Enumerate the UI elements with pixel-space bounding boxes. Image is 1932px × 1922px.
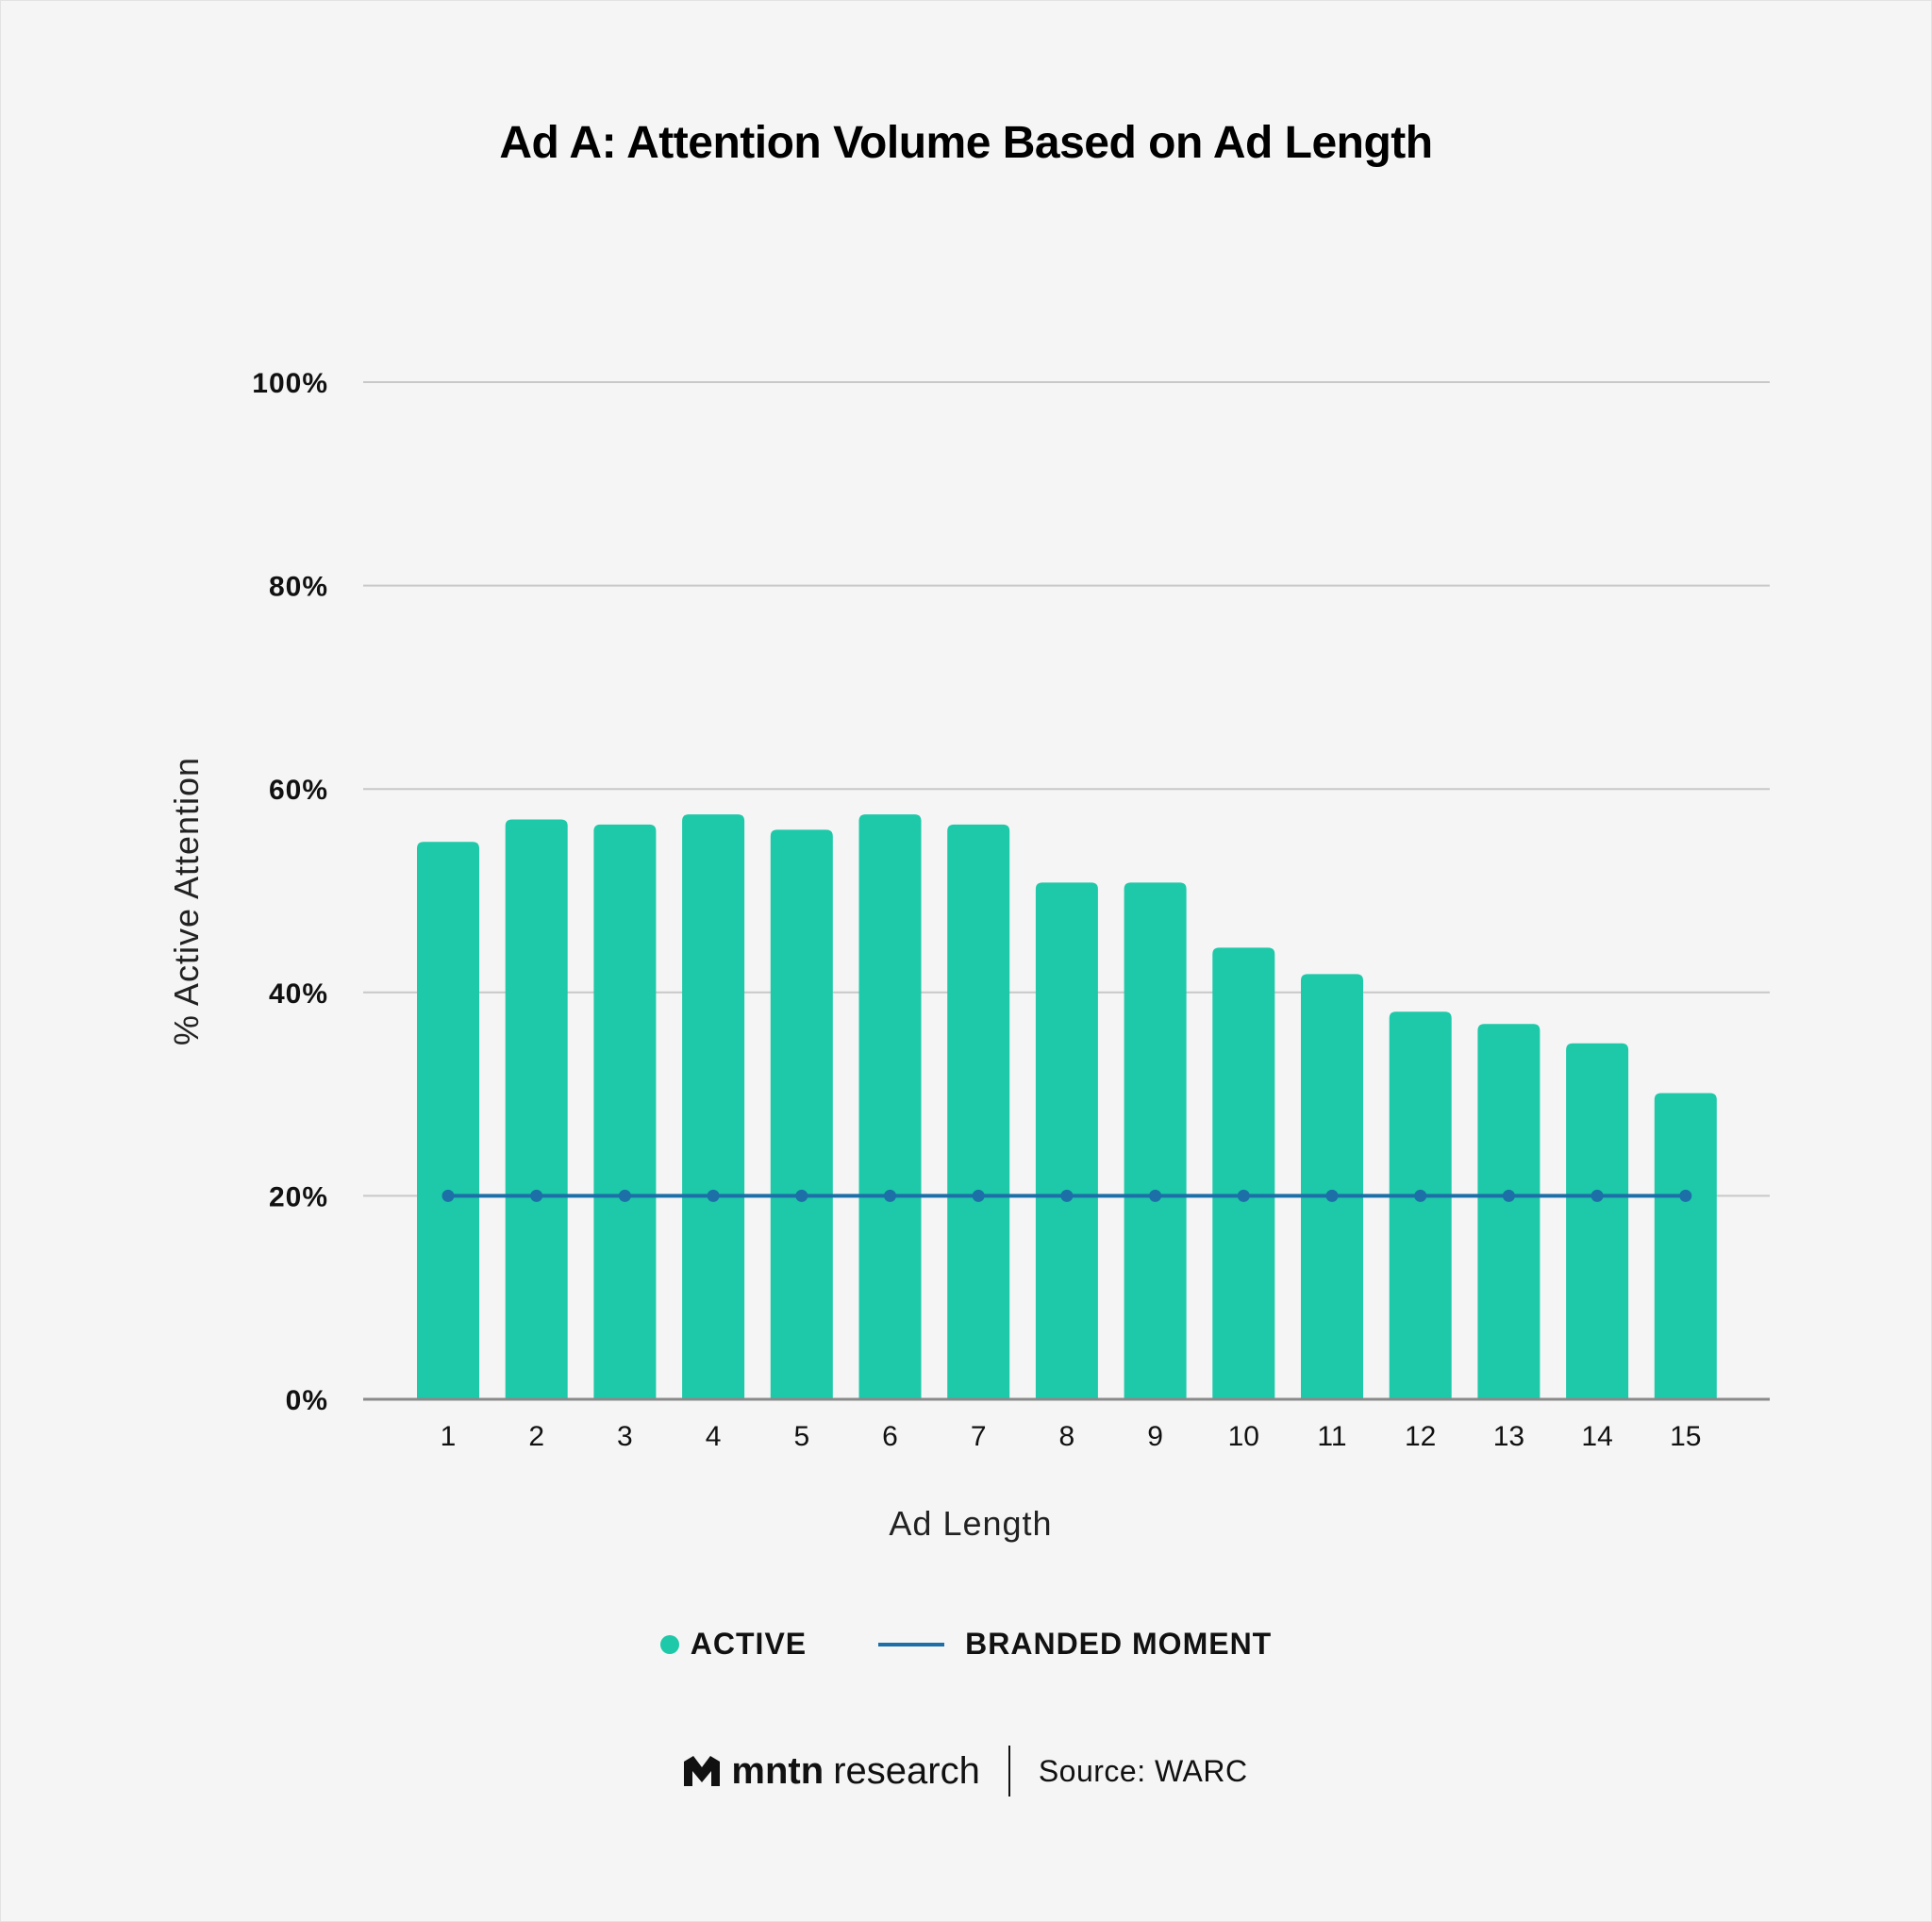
point-branded-moment (972, 1189, 985, 1202)
bar-active (1566, 1043, 1629, 1399)
bar-active (1301, 974, 1363, 1399)
x-tick-label: 6 (882, 1421, 898, 1452)
x-tick-label: 10 (1228, 1421, 1259, 1452)
legend-line-icon (878, 1642, 945, 1646)
legend-item-active: ACTIVE (659, 1627, 808, 1662)
x-tick-label: 4 (706, 1421, 722, 1452)
chart-title: Ad A: Attention Volume Based on Ad Lengt… (499, 118, 1433, 168)
bar-active (417, 842, 479, 1399)
bar-active (1389, 1011, 1452, 1399)
bar-active (1124, 882, 1187, 1399)
x-tick-label: 5 (793, 1421, 809, 1452)
x-tick-label: 14 (1581, 1421, 1612, 1452)
y-tick-label: 80% (269, 572, 328, 603)
bar-active (1654, 1093, 1717, 1399)
point-branded-moment (1591, 1189, 1604, 1202)
bar-active (1035, 882, 1098, 1399)
x-tick-label: 3 (617, 1421, 633, 1452)
point-branded-moment (441, 1189, 455, 1202)
x-tick-label: 9 (1147, 1421, 1163, 1452)
point-branded-moment (1502, 1189, 1515, 1202)
y-tick-label: 100% (252, 368, 328, 399)
x-tick-label: 8 (1059, 1421, 1075, 1452)
footer: mntn research Source: WARC (0, 1746, 1932, 1797)
point-branded-moment (795, 1189, 808, 1202)
x-tick-label: 1 (441, 1421, 457, 1452)
bar-active (593, 824, 657, 1399)
point-branded-moment (707, 1189, 720, 1202)
y-tick-label: 0% (286, 1385, 328, 1416)
x-axis-label: Ad Length (889, 1504, 1053, 1543)
mntn-logo-icon (684, 1756, 721, 1786)
point-branded-moment (884, 1189, 896, 1202)
legend-label-branded-moment: BRANDED MOMENT (965, 1627, 1273, 1661)
brand-logo: mntn research (684, 1749, 980, 1793)
x-tick-label: 2 (528, 1421, 544, 1452)
point-branded-moment (1679, 1189, 1692, 1202)
point-branded-moment (530, 1189, 543, 1202)
x-tick-label: 15 (1670, 1421, 1701, 1452)
bar-active (505, 819, 568, 1399)
source-text: Source: WARC (1038, 1753, 1248, 1788)
point-branded-moment (618, 1189, 631, 1202)
point-branded-moment (1149, 1189, 1162, 1202)
x-tick-label: 7 (971, 1421, 987, 1452)
bar-active (682, 814, 745, 1399)
x-tick-label: 11 (1317, 1421, 1346, 1452)
point-branded-moment (1325, 1189, 1339, 1202)
brand-suffix: research (833, 1749, 980, 1792)
brand-name: mntn (731, 1749, 824, 1792)
bar-active (1212, 947, 1275, 1399)
y-tick-label: 60% (269, 775, 328, 806)
footer-divider (1008, 1746, 1010, 1797)
x-tick-label: 12 (1405, 1421, 1436, 1452)
y-axis-label: % Active Attention (167, 756, 206, 1046)
bar-active (770, 829, 833, 1399)
bar-active (947, 824, 1010, 1399)
bar-active (1477, 1024, 1541, 1399)
point-branded-moment (1060, 1189, 1074, 1202)
y-tick-label: 40% (269, 978, 328, 1010)
x-tick-label: 13 (1493, 1421, 1524, 1452)
legend-label-active: ACTIVE (690, 1627, 808, 1661)
legend-dot-icon (659, 1634, 679, 1654)
bar-active (858, 814, 922, 1399)
y-tick-label: 20% (269, 1181, 328, 1212)
point-branded-moment (1414, 1189, 1427, 1202)
legend-item-branded-moment: BRANDED MOMENT (878, 1627, 1272, 1662)
chart-legend: ACTIVE BRANDED MOMENT (0, 1627, 1932, 1662)
point-branded-moment (1237, 1189, 1250, 1202)
